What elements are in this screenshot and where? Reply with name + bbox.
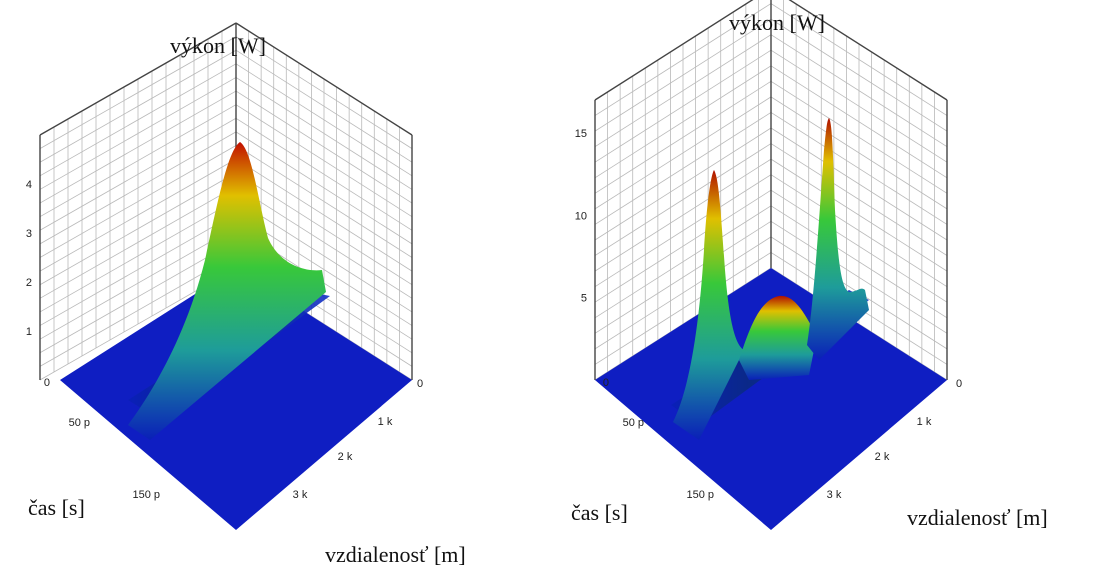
x-tick-label: 2 k xyxy=(338,451,353,463)
peak-surface-right-1 xyxy=(673,170,744,440)
z-tick-label: 10 xyxy=(575,210,587,222)
grid-line xyxy=(788,0,948,101)
x-axis-label-right: vzdialenosť [m] xyxy=(907,505,1048,530)
floor-left xyxy=(60,268,412,530)
peak-surface-right-3 xyxy=(807,118,869,360)
y-tick-label: 150 p xyxy=(132,489,160,501)
y-tick-label: 50 p xyxy=(623,417,644,429)
peak-surface-left xyxy=(128,142,326,440)
tick-labels-left: 1 2 3 4 0 1 k 2 k 3 k 0 50 p 150 p xyxy=(26,179,423,501)
z-tick-label: 15 xyxy=(575,128,587,140)
grid-line xyxy=(594,0,754,101)
z-tick-label: 4 xyxy=(26,179,32,191)
grid-line xyxy=(39,22,237,136)
x-tick-label: 3 k xyxy=(293,489,308,501)
peak-surface-right-2 xyxy=(739,295,817,380)
y-axis-label-right: čas [s] xyxy=(571,500,628,525)
surface-plot-left: 1 2 3 4 0 1 k 2 k 3 k 0 50 p 150 p výkon [W] čas [… xyxy=(26,22,466,567)
tick-labels-right: 5 10 15 0 1 k 2 k 3 k 0 50 p 150 p xyxy=(575,128,962,501)
x-tick-label: 3 k xyxy=(827,489,842,501)
chart-left: 1 2 3 4 0 1 k 2 k 3 k 0 50 p 150 p výkon [W] čas [… xyxy=(26,22,466,567)
y-tick-label: 150 p xyxy=(686,489,714,501)
floor-right xyxy=(595,268,947,530)
surface-plot-right: 5 10 15 0 1 k 2 k 3 k 0 50 p 150 p výkon [W] čas … xyxy=(571,0,1048,530)
y-tick-label: 0 xyxy=(603,377,609,389)
z-tick-label: 1 xyxy=(26,326,32,338)
grid-line xyxy=(235,22,413,136)
x-tick-label: 2 k xyxy=(875,451,890,463)
z-tick-label: 5 xyxy=(581,293,587,305)
x-axis-label-left: vzdialenosť [m] xyxy=(325,542,466,567)
z-axis-label-right: výkon [W] xyxy=(729,10,825,35)
y-axis-label-left: čas [s] xyxy=(28,495,85,520)
y-tick-label: 0 xyxy=(44,377,50,389)
chart-right: 5 10 15 0 1 k 2 k 3 k 0 50 p 150 p výkon [W] čas … xyxy=(549,0,1098,567)
z-tick-label: 2 xyxy=(26,277,32,289)
x-tick-label: 1 k xyxy=(378,416,393,428)
x-tick-label: 0 xyxy=(417,378,423,390)
z-axis-label-left: výkon [W] xyxy=(170,33,266,58)
x-tick-label: 1 k xyxy=(917,416,932,428)
x-tick-label: 0 xyxy=(956,378,962,390)
y-tick-label: 50 p xyxy=(69,417,90,429)
z-tick-label: 3 xyxy=(26,228,32,240)
